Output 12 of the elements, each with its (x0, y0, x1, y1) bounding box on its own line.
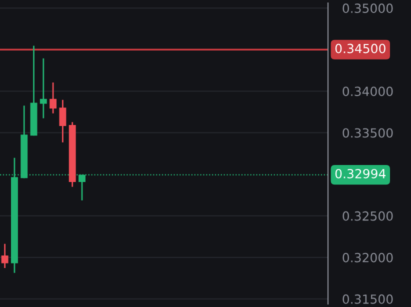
y-tick-label: 0.31500 (342, 294, 393, 304)
ref-line-label: 0.32994 (335, 168, 386, 178)
candlestick (40, 58, 47, 119)
ref-line-label: 0.34500 (335, 44, 386, 54)
candlestick (1, 243, 8, 269)
candlestick (50, 82, 57, 114)
candlestick (59, 99, 66, 144)
y-tick-label: 0.32500 (342, 211, 393, 221)
y-tick-label: 0.33500 (342, 128, 393, 138)
y-tick-label: 0.35000 (342, 4, 393, 13)
y-tick-label: 0.34000 (342, 86, 393, 96)
y-tick-label: 0.32000 (342, 252, 393, 262)
